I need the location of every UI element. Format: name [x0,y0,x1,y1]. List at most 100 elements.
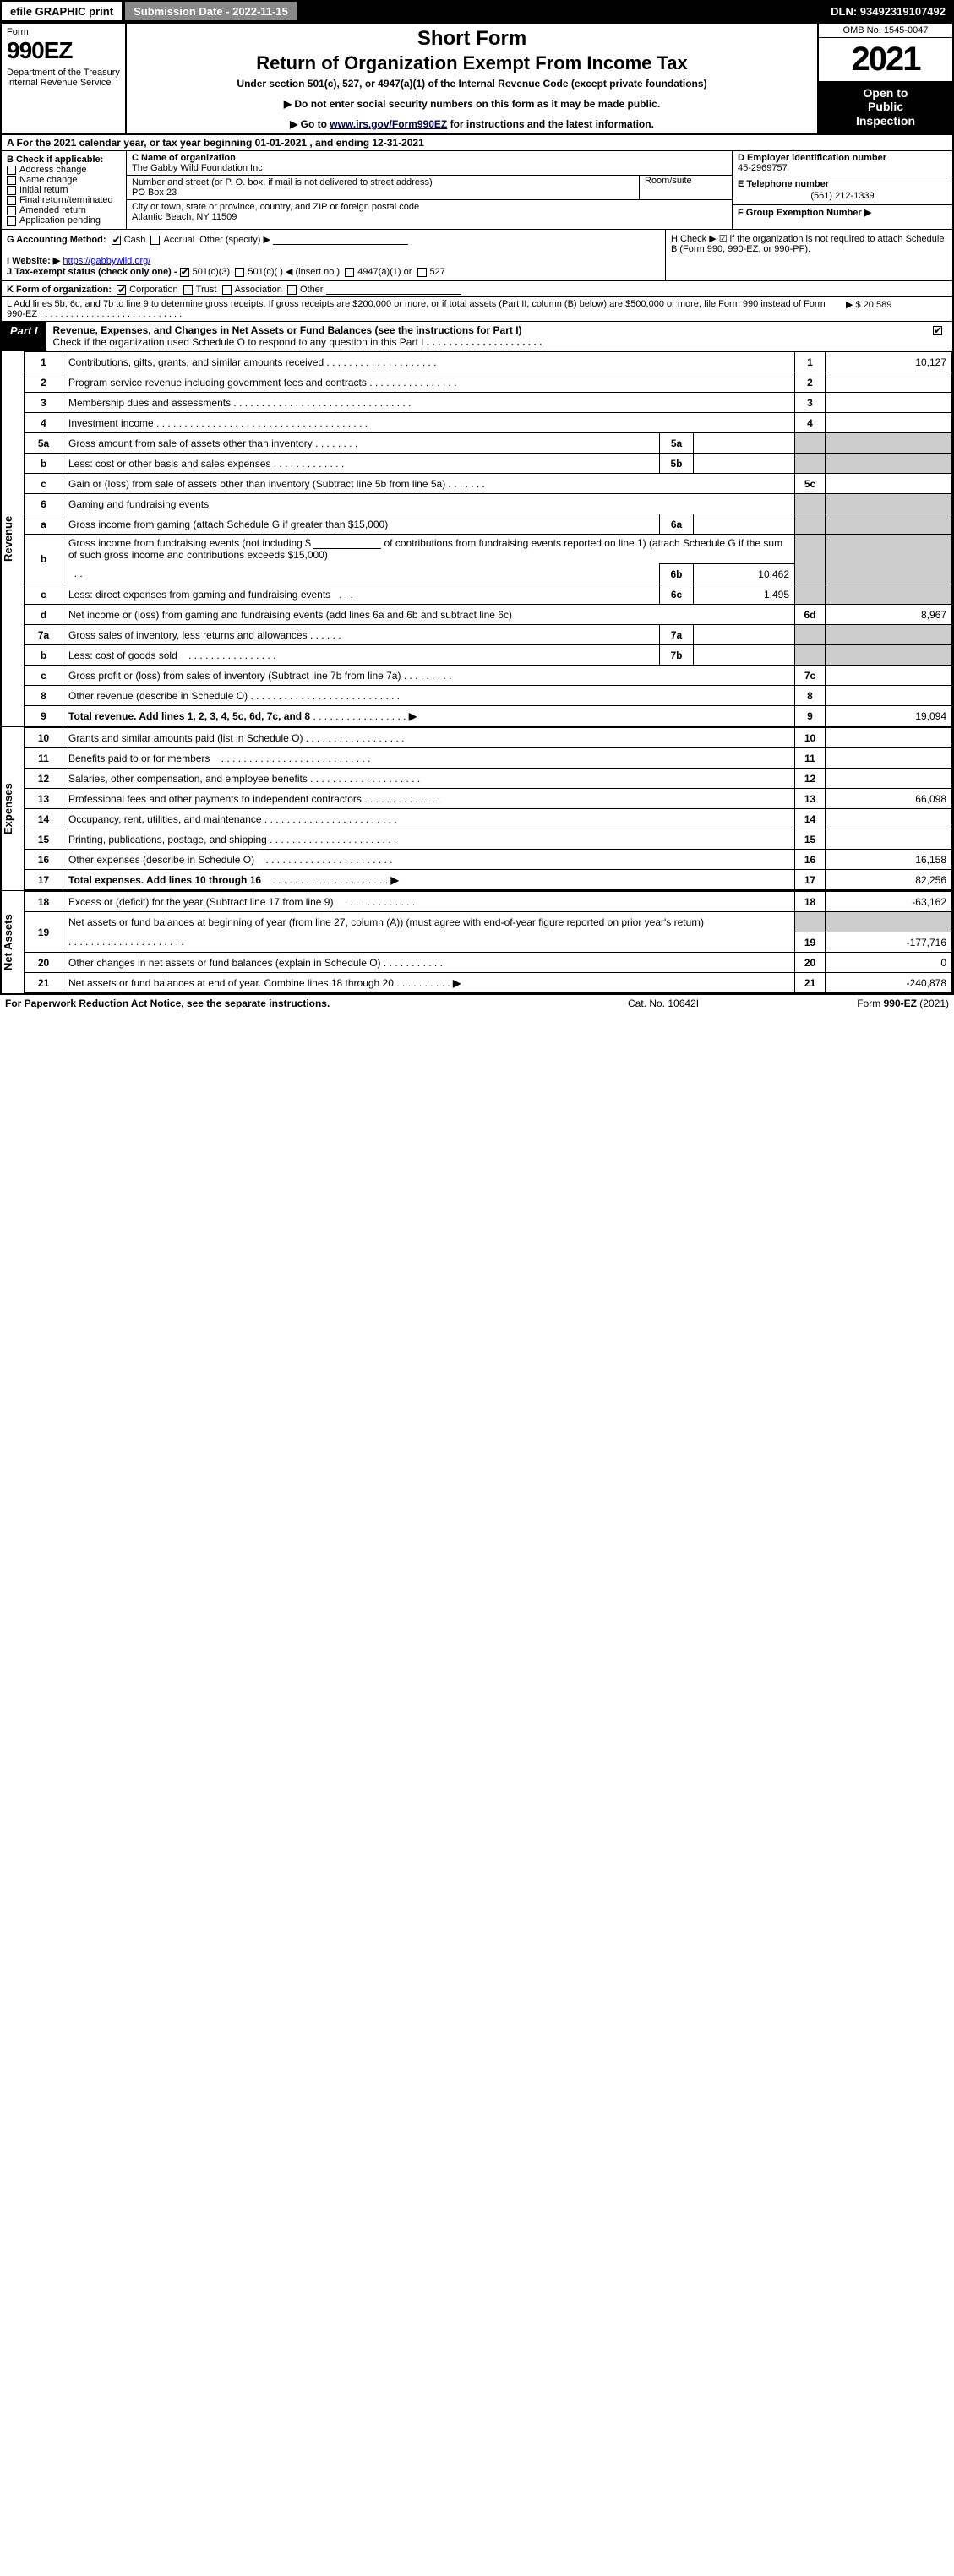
form-header: Form 990EZ Department of the Treasury In… [2,24,952,135]
chk-527[interactable] [417,268,427,277]
expenses-table: 10Grants and similar amounts paid (list … [24,727,952,890]
org-city-cell: City or town, state or province, country… [127,200,732,224]
chk-address-change[interactable]: Address change [7,165,121,175]
submission-date-box: Submission Date - 2022-11-15 [123,0,298,22]
chk-cash[interactable] [112,236,121,245]
section-k: K Form of organization: Corporation Trus… [2,281,952,297]
form-word: Form [7,27,120,37]
amt-21: -240,878 [826,973,952,993]
revenue-section: Revenue 1Contributions, gifts, grants, a… [2,351,952,727]
amt-13: 66,098 [826,789,952,809]
form-title-block: Short Form Return of Organization Exempt… [127,24,817,133]
row-gh: G Accounting Method: Cash Accrual Other … [2,230,952,281]
section-g: G Accounting Method: Cash Accrual Other … [2,230,665,280]
amt-9: 19,094 [826,706,952,726]
table-row: 21Net assets or fund balances at end of … [25,973,952,993]
short-form-title: Short Form [134,27,810,51]
table-row: cGross profit or (loss) from sales of in… [25,666,952,686]
table-row: 13Professional fees and other payments t… [25,789,952,809]
other-org-line[interactable] [326,283,461,295]
l-text: L Add lines 5b, 6c, and 7b to line 9 to … [7,299,826,319]
part-i-title: Revenue, Expenses, and Changes in Net As… [46,322,926,351]
chk-trust[interactable] [183,285,193,295]
chk-name-change[interactable]: Name change [7,175,121,185]
tax-year: 2021 [819,38,952,81]
chk-501c3[interactable] [180,268,189,277]
part-i-header: Part I Revenue, Expenses, and Changes in… [2,322,952,351]
table-row: 15Printing, publications, postage, and s… [25,829,952,850]
chk-501c[interactable] [235,268,244,277]
amt-6c: 1,495 [694,584,795,605]
table-row: 11Benefits paid to or for members . . . … [25,748,952,769]
table-row: dNet income or (loss) from gaming and fu… [25,605,952,625]
part-i-checknote: Check if the organization used Schedule … [53,336,424,348]
ssn-note: ▶ Do not enter social security numbers o… [134,98,810,110]
netassets-side-label: Net Assets [2,891,24,993]
table-row: 6Gaming and fundraising events [25,494,952,514]
goto-pre: ▶ Go to [290,118,330,130]
l-amount: ▶ $ 20,589 [846,299,947,319]
section-def: D Employer identification number 45-2969… [733,151,952,229]
city-label: City or town, state or province, country… [132,202,419,212]
expenses-section: Expenses 10Grants and similar amounts pa… [2,727,952,891]
i-label: I Website: ▶ [7,256,60,266]
amt-19: -177,716 [826,932,952,953]
table-row: 9Total revenue. Add lines 1, 2, 3, 4, 5c… [25,706,952,726]
footer-left: For Paperwork Reduction Act Notice, see … [5,997,628,1009]
chk-initial-return[interactable]: Initial return [7,185,121,195]
table-row: bLess: cost or other basis and sales exp… [25,454,952,474]
top-bar: efile GRAPHIC print Submission Date - 20… [0,0,954,22]
efile-print-button[interactable]: efile GRAPHIC print [0,0,123,22]
table-row: 20Other changes in net assets or fund ba… [25,953,952,973]
form-number: 990EZ [7,37,120,64]
org-city: Atlantic Beach, NY 11509 [132,212,237,222]
chk-association[interactable] [222,285,232,295]
table-row: 2Program service revenue including gover… [25,372,952,393]
line-a: A For the 2021 calendar year, or tax yea… [2,135,952,151]
section-l: L Add lines 5b, 6c, and 7b to line 9 to … [2,297,952,322]
table-row: 10Grants and similar amounts paid (list … [25,728,952,748]
goto-note: ▶ Go to www.irs.gov/Form990EZ for instru… [134,118,810,130]
form-id-block: Form 990EZ Department of the Treasury In… [2,24,127,133]
chk-corporation[interactable] [117,285,126,295]
table-row: 1Contributions, gifts, grants, and simil… [25,352,952,372]
table-row: bGross income from fundraising events (n… [25,535,952,564]
table-row: 19Net assets or fund balances at beginni… [25,912,952,932]
table-row: cGain or (loss) from sale of assets othe… [25,474,952,494]
footer-right: Form 990-EZ (2021) [797,997,949,1009]
chk-amended-return[interactable]: Amended return [7,205,121,215]
table-row: 8Other revenue (describe in Schedule O) … [25,686,952,706]
chk-accrual[interactable] [150,236,160,245]
revenue-table: 1Contributions, gifts, grants, and simil… [24,351,952,726]
grp-label: F Group Exemption Number ▶ [733,204,952,218]
netassets-section: Net Assets 18Excess or (deficit) for the… [2,891,952,993]
room-label: Room/suite [645,176,692,186]
part-i-checkbox[interactable] [926,322,952,351]
part-i-tag: Part I [2,322,46,351]
j-label: J Tax-exempt status (check only one) - [7,267,177,277]
org-street-cell: Number and street (or P. O. box, if mail… [127,176,732,200]
table-row: 18Excess or (deficit) for the year (Subt… [25,892,952,912]
dept-label: Department of the Treasury Internal Reve… [7,68,120,88]
amt-6b: 10,462 [694,564,795,584]
chk-final-return[interactable]: Final return/terminated [7,195,121,205]
revenue-side-label: Revenue [2,351,24,726]
chk-4947[interactable] [345,268,354,277]
website-link[interactable]: https://gabbywild.org/ [63,256,150,266]
inspection-badge: Open to Public Inspection [819,81,952,133]
topbar-spacer [298,0,822,22]
under-section: Under section 501(c), 527, or 4947(a)(1)… [134,78,810,90]
other-specify-line[interactable] [273,233,408,245]
chk-other-org[interactable] [287,285,297,295]
amt-18: -63,162 [826,892,952,912]
irs-link[interactable]: www.irs.gov/Form990EZ [330,118,447,130]
table-row: . . . . . . . . . . . . . . . . . . . . … [25,932,952,953]
org-street: PO Box 23 [132,187,177,198]
page-footer: For Paperwork Reduction Act Notice, see … [0,995,954,1012]
amt-16: 16,158 [826,850,952,870]
form-outer: Form 990EZ Department of the Treasury In… [0,22,954,995]
chk-application-pending[interactable]: Application pending [7,215,121,226]
tel-label: E Telephone number [733,177,952,189]
amt-6d: 8,967 [826,605,952,625]
k-label: K Form of organization: [7,285,112,295]
